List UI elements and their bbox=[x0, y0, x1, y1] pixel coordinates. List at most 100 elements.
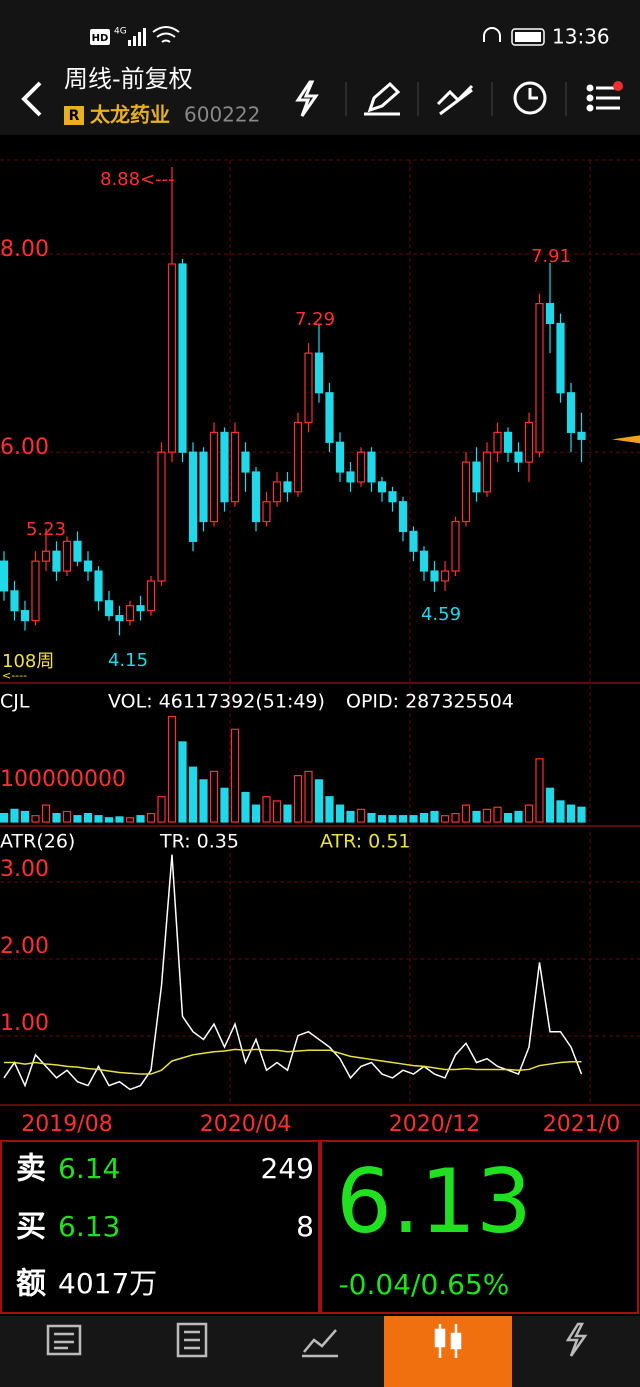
annotation: 7.91 bbox=[531, 246, 571, 267]
sell-label: 卖 bbox=[16, 1152, 46, 1187]
volume-bar bbox=[167, 716, 177, 823]
candle-body bbox=[199, 451, 208, 523]
candle-body bbox=[566, 392, 576, 433]
annotation: <---- bbox=[2, 669, 27, 682]
panel-title: ATR(26) bbox=[0, 831, 75, 853]
volume-bar bbox=[440, 815, 450, 823]
candle-body bbox=[304, 352, 313, 424]
draw-icon[interactable] bbox=[364, 81, 401, 116]
candle-body bbox=[251, 471, 261, 523]
volume-bar bbox=[461, 804, 471, 823]
volume-bar bbox=[94, 815, 103, 823]
volume-bar bbox=[272, 800, 282, 823]
wifi bbox=[152, 26, 180, 43]
candle-body bbox=[104, 600, 114, 617]
book-lines bbox=[184, 1330, 200, 1350]
amount: 4017万 bbox=[58, 1267, 157, 1300]
candle-body bbox=[157, 451, 166, 582]
candle-body bbox=[398, 501, 408, 533]
candle-body bbox=[514, 451, 523, 463]
flash-icon[interactable] bbox=[295, 80, 319, 117]
stock-name: 太龙药业 bbox=[90, 103, 170, 127]
volume-bar bbox=[493, 806, 502, 823]
candle-body bbox=[262, 501, 271, 523]
nav-bar bbox=[0, 1316, 640, 1387]
legend-entry: ATR: 0.51 bbox=[320, 831, 411, 853]
network: 4G bbox=[114, 27, 127, 37]
volume-bar bbox=[545, 787, 555, 823]
volume-bar bbox=[398, 815, 408, 823]
candle-body bbox=[493, 431, 502, 453]
volume-bar bbox=[157, 796, 166, 823]
panel-title: CJL bbox=[0, 691, 30, 713]
volume-bar bbox=[283, 804, 292, 823]
candle-body bbox=[125, 605, 135, 622]
volume-bar bbox=[73, 815, 82, 823]
history-icon[interactable] bbox=[513, 81, 547, 115]
candle-body bbox=[556, 322, 565, 394]
kline-body bbox=[434, 1328, 446, 1348]
volume-bar bbox=[451, 812, 460, 823]
y-tick-label: 2.00 bbox=[0, 934, 49, 959]
legend-entry: TR: 0.35 bbox=[159, 831, 239, 853]
volume-bar bbox=[104, 817, 114, 823]
candle-body bbox=[356, 451, 366, 483]
headset bbox=[483, 27, 501, 42]
volume-bar bbox=[31, 815, 40, 823]
volume-bar bbox=[209, 770, 219, 823]
signal bbox=[138, 32, 141, 46]
book-icon bbox=[176, 1322, 208, 1358]
candle-body bbox=[94, 570, 103, 602]
quote-right-box bbox=[320, 1140, 639, 1314]
volume-bar bbox=[262, 796, 271, 823]
candle-body bbox=[503, 431, 513, 453]
candle-body bbox=[440, 570, 450, 582]
volume-bar bbox=[20, 810, 30, 823]
candle-body bbox=[377, 481, 387, 493]
hd: HD bbox=[92, 33, 109, 44]
buy-label: 买 bbox=[16, 1210, 46, 1245]
signal bbox=[133, 36, 136, 46]
volume-bar bbox=[514, 810, 523, 823]
stock-code: 600222 bbox=[184, 103, 260, 127]
volume-bar bbox=[503, 812, 513, 823]
signal bbox=[128, 40, 131, 46]
volume-bar bbox=[125, 817, 135, 823]
candle-body bbox=[524, 421, 534, 463]
battery-level bbox=[515, 32, 541, 42]
volume-bar bbox=[472, 810, 481, 823]
candle-body bbox=[220, 431, 229, 503]
x-tick-label: 2020/12 bbox=[389, 1112, 480, 1137]
y-tick-label: 1.00 bbox=[0, 1011, 49, 1036]
amount-label: 额 bbox=[16, 1267, 46, 1302]
volume-bar bbox=[367, 812, 376, 823]
volume-bar bbox=[115, 816, 124, 823]
candle-body bbox=[283, 481, 292, 493]
indicator-icon[interactable] bbox=[436, 84, 474, 116]
volume-bar bbox=[62, 810, 72, 823]
x-tick-label: 2020/04 bbox=[200, 1112, 291, 1137]
nav-icons bbox=[46, 1322, 588, 1358]
x-tick-label: 2021/0 bbox=[543, 1112, 620, 1137]
buy-price: 6.13 bbox=[58, 1210, 120, 1243]
candle-body bbox=[325, 392, 334, 443]
x-tick-label: 2019/08 bbox=[21, 1112, 112, 1137]
candle-body bbox=[41, 550, 51, 562]
volume-bar bbox=[220, 787, 229, 823]
badge-bg bbox=[64, 106, 84, 125]
volume-bar bbox=[52, 812, 61, 823]
y-tick-label: 100000000 bbox=[0, 767, 126, 792]
indicator: OPID: 287325504 bbox=[346, 691, 514, 713]
candle-body bbox=[430, 570, 439, 582]
candle-body bbox=[83, 560, 93, 572]
candle-body bbox=[209, 431, 219, 523]
volume-bar bbox=[178, 741, 187, 823]
volume-bar bbox=[136, 815, 145, 823]
quote-left-box bbox=[0, 1140, 320, 1314]
battery bbox=[511, 28, 545, 46]
candle-body bbox=[388, 491, 397, 503]
menu-dot bbox=[586, 94, 594, 102]
back-button[interactable] bbox=[21, 81, 42, 117]
annotation: 108周 bbox=[2, 651, 54, 672]
